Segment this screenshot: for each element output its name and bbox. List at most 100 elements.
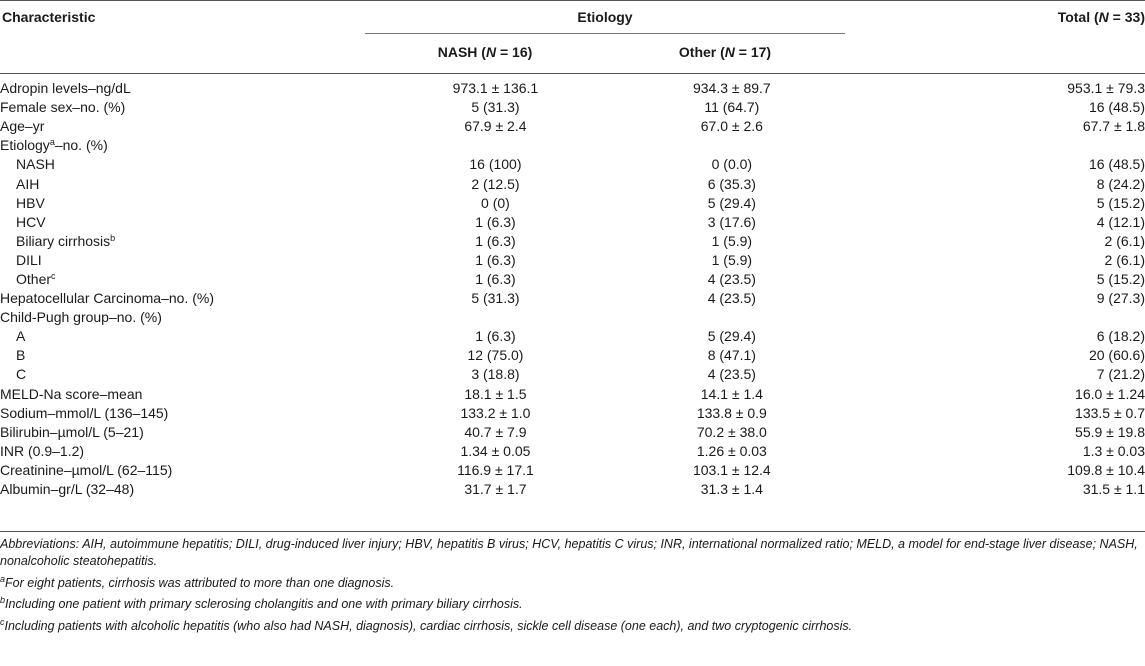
row-label: INR (0.9–1.2) (0, 442, 85, 459)
cell-other: 934.3 ± 89.7 (692, 80, 771, 97)
cell-nash: 116.9 ± 17.1 (457, 461, 534, 478)
cell-other: 4 (23.5) (707, 290, 756, 307)
row-label: Sodium–mmol/L (136–145) (0, 404, 169, 421)
row-label: C (16, 366, 27, 383)
table-row: Child-Pugh group–no. (%) (0, 308, 1145, 327)
cell-other: 3 (17.6) (707, 213, 756, 230)
cell-nash: 973.1 ± 136.1 (452, 80, 539, 97)
cell-other: 8 (47.1) (707, 347, 756, 364)
cell-total: 6 (18.2) (1096, 328, 1145, 345)
cell-total: 20 (60.6) (1088, 347, 1145, 364)
cell-other: 1 (5.9) (711, 251, 753, 268)
row-label: MELD-Na score–mean (0, 385, 143, 402)
table-row: Albumin–gr/L (32–48) 31.7 ± 1.7 31.3 ± 1.4… (0, 480, 1145, 499)
cell-nash (377, 308, 613, 327)
cell-nash: 5 (31.3) (471, 290, 520, 307)
cell-nash: 1 (6.3) (475, 328, 516, 345)
cell-nash: 16 (100) (469, 156, 522, 173)
table-bottom-rule (0, 531, 1145, 532)
cell-total: 16.0 ± 1.24 (1075, 385, 1145, 402)
cell-other: 14.1 ± 1.4 (700, 385, 763, 402)
cell-total: 4 (12.1) (1096, 213, 1145, 230)
row-label: B (16, 347, 26, 364)
cell-total: 2 (6.1) (1104, 251, 1145, 268)
row-label: Female sex–no. (%) (0, 99, 126, 116)
table-row: B 12 (75.0) 8 (47.1) 20 (60.6) (0, 346, 1145, 365)
cell-other: 4 (23.5) (707, 366, 756, 383)
characteristics-table: Adropin levels–ng/dL 973.1 ± 136.1 934.3 ±… (0, 79, 1145, 499)
cell-other: 70.2 ± 38.0 (696, 423, 767, 440)
cell-other: 103.1 ± 12.4 (692, 461, 771, 478)
cell-other (614, 308, 850, 327)
cell-total: 1.3 ± 0.03 (1082, 442, 1145, 459)
row-label: Otherc (16, 270, 56, 287)
cell-other: 5 (29.4) (707, 194, 756, 211)
cell-other: 133.8 ± 0.9 (696, 404, 767, 421)
table-row: Adropin levels–ng/dL 973.1 ± 136.1 934.3 ±… (0, 79, 1145, 98)
row-label: Etiologya–no. (%) (0, 137, 108, 154)
cell-nash: 133.2 ± 1.0 (460, 404, 531, 421)
table-row: Bilirubin–µmol/L (5–21) 40.7 ± 7.9 70.2 ± … (0, 423, 1145, 442)
cell-nash (377, 136, 613, 155)
table-row: AIH 2 (12.5) 6 (35.3) 8 (24.2) (0, 174, 1145, 193)
table-row: HCV 1 (6.3) 3 (17.6) 4 (12.1) (0, 213, 1145, 232)
cell-total (850, 136, 1145, 155)
cell-total: 5 (15.2) (1096, 194, 1145, 211)
row-label: NASH (16, 156, 55, 173)
row-label: Bilirubin–µmol/L (5–21) (0, 423, 144, 440)
cell-nash: 0 (0) (481, 194, 510, 211)
cell-total: 55.9 ± 19.8 (1075, 423, 1145, 440)
cell-other: 67.0 ± 2.6 (700, 118, 763, 135)
cell-total (850, 308, 1145, 327)
table-row: Otherc 1 (6.3) 4 (23.5) 5 (15.2) (0, 270, 1145, 289)
cell-other: 31.3 ± 1.4 (700, 481, 763, 498)
footnote-c: cIncluding patients with alcoholic hepat… (0, 616, 853, 633)
cell-total: 5 (15.2) (1096, 270, 1145, 287)
table-row: A 1 (6.3) 5 (29.4) 6 (18.2) (0, 327, 1145, 346)
row-label: Biliary cirrhosisb (16, 232, 116, 249)
cell-total: 133.5 ± 0.7 (1075, 404, 1145, 421)
cell-other: 1.26 ± 0.03 (696, 442, 767, 459)
row-label: Adropin levels–ng/dL (0, 80, 131, 97)
row-label: A (16, 328, 26, 345)
cell-total: 9 (27.3) (1096, 290, 1145, 307)
table-row: Biliary cirrhosisb 1 (6.3) 1 (5.9) 2 (6.1) (0, 232, 1145, 251)
cell-nash: 18.1 ± 1.5 (464, 385, 527, 402)
cell-total: 2 (6.1) (1104, 232, 1145, 249)
cell-nash: 1.34 ± 0.05 (460, 442, 531, 459)
row-label: Hepatocellular Carcinoma–no. (%) (0, 290, 214, 307)
table-row: HBV 0 (0) 5 (29.4) 5 (15.2) (0, 194, 1145, 213)
table-row: Female sex–no. (%) 5 (31.3) 11 (64.7) 16 (4… (0, 98, 1145, 117)
cell-nash: 1 (6.3) (475, 213, 516, 230)
cell-nash: 2 (12.5) (471, 175, 520, 192)
cell-other: 11 (64.7) (704, 99, 760, 116)
cell-other: 0 (0.0) (711, 156, 753, 173)
cell-nash: 1 (6.3) (475, 251, 516, 268)
cell-nash: 40.7 ± 7.9 (464, 423, 527, 440)
cell-nash: 5 (31.3) (471, 99, 520, 116)
table-row: Etiologya–no. (%) (0, 136, 1145, 155)
footnote-b: bIncluding one patient with primary scle… (0, 595, 523, 612)
table-footnotes: Abbreviations: AIH, autoimmune hepatitis… (0, 536, 1140, 639)
table-row: INR (0.9–1.2) 1.34 ± 0.05 1.26 ± 0.03 1.3 ±… (0, 442, 1145, 461)
cell-total: 31.5 ± 1.1 (1082, 481, 1145, 498)
cell-total: 109.8 ± 10.4 (1067, 461, 1145, 478)
cell-nash: 67.9 ± 2.4 (464, 118, 527, 135)
row-label: Creatinine–µmol/L (62–115) (0, 461, 173, 478)
table-row: Sodium–mmol/L (136–145) 133.2 ± 1.0 133.8 … (0, 404, 1145, 423)
header-characteristic: Characteristic (2, 9, 96, 25)
table-row: Age–yr 67.9 ± 2.4 67.0 ± 2.6 67.7 ± 1.8 (0, 117, 1145, 136)
table-row: C 3 (18.8) 4 (23.5) 7 (21.2) (0, 365, 1145, 384)
cell-other: 6 (35.3) (707, 175, 756, 192)
cell-nash: 12 (75.0) (467, 347, 524, 364)
cell-other: 5 (29.4) (707, 328, 756, 345)
cell-nash: 31.7 ± 1.7 (464, 481, 527, 498)
cell-total: 16 (48.5) (1088, 99, 1145, 116)
cell-total: 67.7 ± 1.8 (1082, 118, 1145, 135)
cell-other (614, 136, 850, 155)
cell-nash: 3 (18.8) (471, 366, 520, 383)
row-label: AIH (16, 175, 40, 192)
cell-total: 8 (24.2) (1096, 175, 1145, 192)
footnote-abbreviations: Abbreviations: AIH, autoimmune hepatitis… (0, 537, 1138, 568)
cell-other: 1 (5.9) (711, 232, 753, 249)
